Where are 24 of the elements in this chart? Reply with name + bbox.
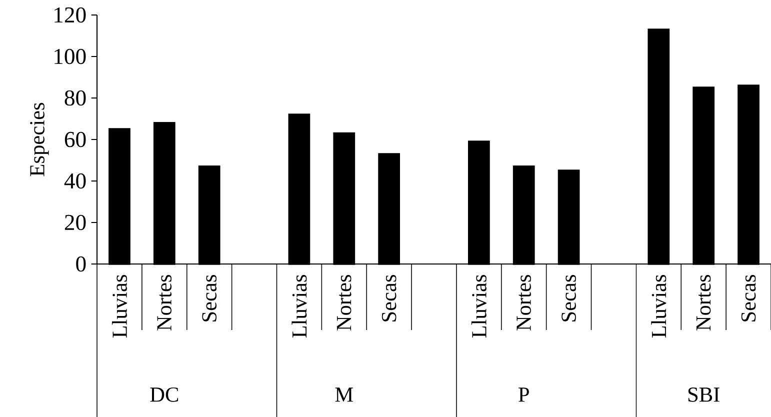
x-tick-label: Secas [741, 274, 756, 322]
x-tick-label: Lluvias [112, 274, 127, 338]
y-tick-label: 40 [64, 173, 86, 189]
text: DC [150, 387, 178, 402]
x-tick-label: Secas [202, 274, 217, 322]
y-tick-label: 80 [64, 90, 86, 106]
y-tick-label: 100 [54, 48, 86, 64]
x-tick-label: Nortes [696, 274, 711, 330]
x-tick-label: Lluvias [471, 274, 486, 338]
x-tick-label: Lluvias [292, 274, 307, 338]
y-tick-label: 0 [76, 256, 86, 272]
text: M [335, 388, 353, 402]
y-tick-label: 20 [64, 214, 86, 230]
text: SBI [688, 387, 720, 402]
y-tick-label: 60 [64, 132, 86, 148]
x-tick-label: Secas [562, 274, 576, 322]
text: P [518, 388, 529, 402]
x-tick-label: Lluvias [651, 274, 666, 338]
x-tick-label: Nortes [516, 274, 531, 330]
y-axis-title: Especies [30, 102, 49, 176]
y-tick-label: 120 [54, 7, 86, 23]
x-tick-label: Nortes [157, 274, 172, 330]
x-tick-label: Secas [382, 274, 396, 322]
x-tick-label: Nortes [337, 274, 352, 330]
